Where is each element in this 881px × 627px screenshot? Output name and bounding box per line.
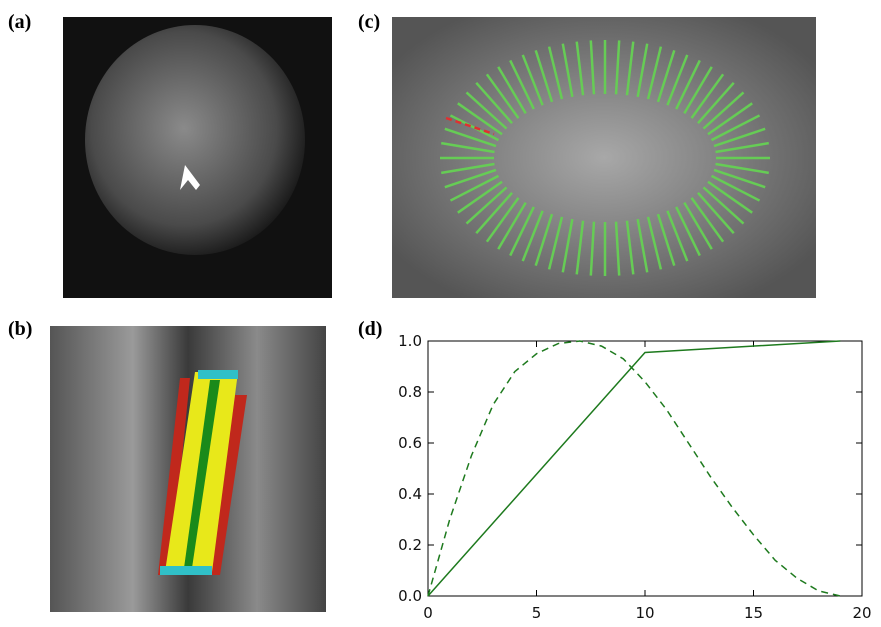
panel-label: (c) — [358, 11, 380, 33]
x-tick-label: 0 — [423, 604, 433, 622]
plot: 0.0 0.2 0.4 0.6 0.8 1.0 0 5 10 15 20 — [398, 332, 871, 622]
y-tick-label: 0.6 — [398, 434, 422, 452]
panel-label: (b) — [8, 318, 32, 340]
x-tick-label: 10 — [635, 604, 654, 622]
panel-label: (d) — [358, 318, 382, 340]
y-tick-label: 0.4 — [398, 485, 422, 503]
x-tick-label: 5 — [532, 604, 542, 622]
head — [85, 25, 305, 255]
x-tick-label: 15 — [744, 604, 763, 622]
y-tick-label: 0.8 — [398, 383, 422, 401]
top-cap — [198, 370, 238, 379]
panel-label: (a) — [8, 11, 31, 33]
y-tick-label: 0.0 — [398, 587, 422, 605]
y-tick-label: 1.0 — [398, 332, 422, 350]
x-tick-label: 20 — [852, 604, 871, 622]
plot-frame — [428, 341, 862, 596]
y-tick-label: 0.2 — [398, 536, 422, 554]
bottom-cap — [160, 566, 212, 575]
figure: (a) (b) (c) (d) 0.0 0.2 0.4 0.6 0.8 1.0 0 5 10 15… — [0, 0, 881, 627]
series-line — [428, 341, 840, 596]
series-line — [428, 341, 840, 596]
